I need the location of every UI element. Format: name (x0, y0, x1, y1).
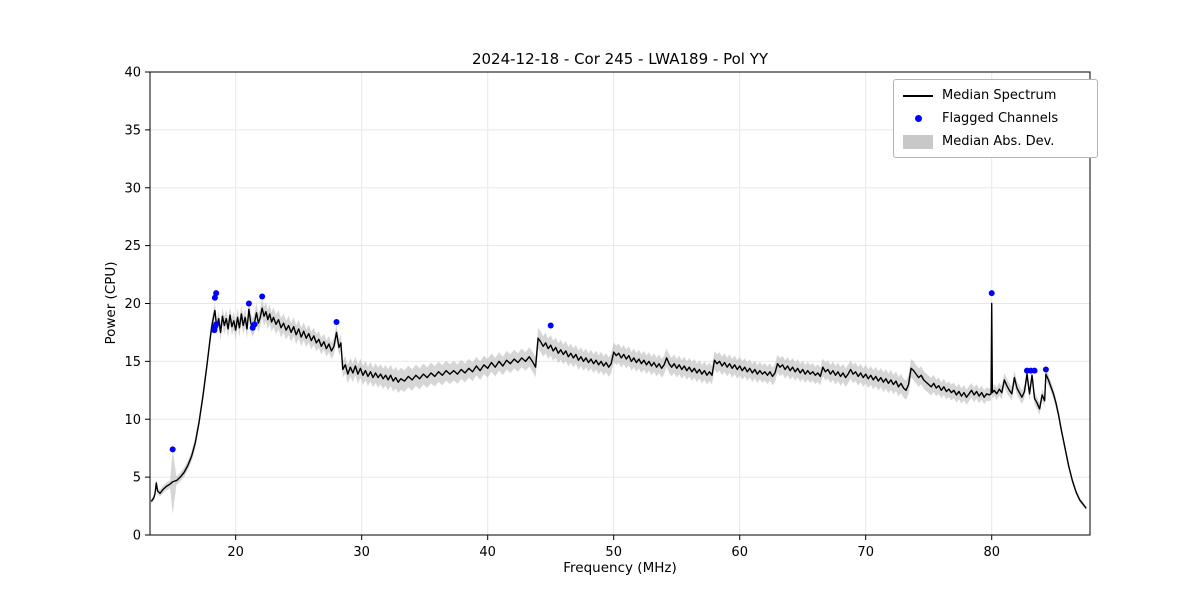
x-tick-label: 40 (479, 545, 496, 560)
legend-label-median-spectrum: Median Spectrum (942, 88, 1057, 103)
flagged-channels-dot-swatch (914, 115, 922, 122)
x-tick-label: 60 (731, 545, 748, 560)
y-tick-label: 25 (124, 239, 141, 254)
median-spectrum-line (150, 302, 1087, 509)
legend-label-median-abs-dev: Median Abs. Dev. (942, 134, 1055, 149)
flagged-channel-dot (213, 290, 220, 297)
legend-item-flagged-channels: Flagged Channels (903, 110, 1087, 127)
plot-title: 2024-12-18 - Cor 245 - LWA189 - Pol YY (471, 50, 769, 68)
median-spectrum-line-swatch (903, 94, 933, 97)
y-tick-label: 15 (124, 355, 141, 370)
flagged-channel-dot (333, 319, 340, 326)
legend: Median Spectrum Flagged Channels Median … (893, 79, 1098, 158)
flagged-channel-dot (169, 446, 176, 453)
legend-item-median-abs-dev: Median Abs. Dev. (903, 133, 1087, 150)
y-axis-label: Power (CPU) (103, 261, 119, 345)
flagged-channel-dot (988, 290, 995, 297)
x-tick-label: 80 (983, 545, 1000, 560)
flagged-channel-dot (213, 321, 220, 328)
flagged-channel-dot (547, 322, 554, 329)
x-tick-label: 20 (227, 545, 244, 560)
flagged-channel-dot (211, 294, 218, 301)
flagged-channel-dot (251, 321, 258, 328)
y-tick-label: 20 (124, 297, 141, 312)
x-tick-label: 50 (605, 545, 622, 560)
flagged-channel-dot (259, 293, 266, 300)
y-tick-label: 35 (124, 123, 141, 138)
y-tick-label: 30 (124, 181, 141, 196)
legend-item-median-spectrum: Median Spectrum (903, 87, 1087, 104)
flagged-channel-dot (1042, 366, 1049, 373)
x-axis-label: Frequency (MHz) (563, 560, 677, 576)
flagged-channel-dot (1031, 367, 1038, 374)
y-tick-label: 0 (133, 529, 141, 544)
median-abs-dev-patch-swatch (903, 134, 933, 149)
flagged-channel-dot (245, 300, 252, 307)
y-tick-label: 10 (124, 413, 141, 428)
legend-label-flagged-channels: Flagged Channels (942, 111, 1059, 126)
x-tick-label: 30 (353, 545, 370, 560)
y-tick-label: 5 (133, 471, 141, 486)
x-tick-label: 70 (857, 545, 874, 560)
y-tick-label: 40 (124, 66, 141, 81)
